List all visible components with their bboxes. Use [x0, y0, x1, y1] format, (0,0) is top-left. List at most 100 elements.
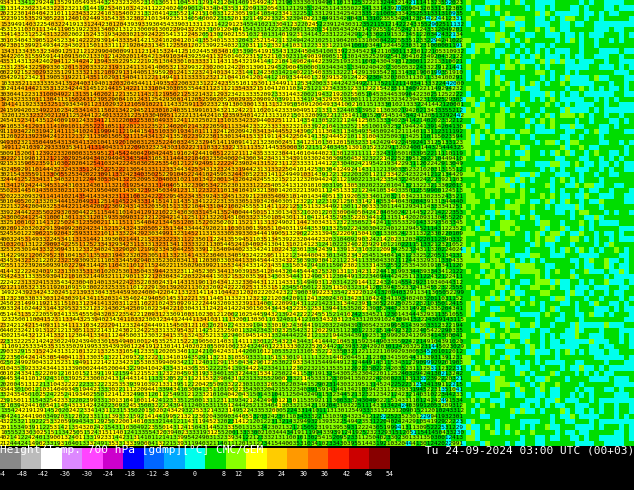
Text: 30241441442135313234244314512144151422113310043030553544311231121354332151041201: 3024144144213531323424431451214415142211… — [0, 86, 464, 91]
Text: 30304412231310004922131351402021221352114321219502125321432129323421333520923331: 3030441223131000492213135140202122135211… — [0, 92, 464, 97]
Text: 43021544321214133211230441334111244500312303234153513243252133229401945143133244: 4302154432121413321123044133411124450031… — [0, 333, 464, 338]
Text: 31422992120029523010415311353231943232025305111332314143323040134059324225951112: 3142299212002952301041531135323194323202… — [0, 253, 464, 258]
Text: 94930232135044954313454132010411920100031252522400324523294514119091412132300024: 9493023213504495431345413201041192010003… — [0, 140, 464, 145]
Bar — [123, 448, 144, 469]
Text: 93424331333559394121010321449321112901132212030434220322444130321532035391343033: 9342433133355939412101032144932111290113… — [0, 274, 464, 279]
Text: 11109125333453531535029199533543939012241912130141140202305509100232432490122313: 1110912533345353153502919953354393901224… — [0, 344, 464, 349]
Text: 30103404339051245233414222293914433354142152410204120141353401533320432521542113: 3010340433905124523341422229391443335414… — [0, 38, 464, 43]
Bar — [287, 448, 308, 469]
Bar — [61, 448, 82, 469]
Text: 50091520011239223320000315595121454240042904244519102424419051221211124353332304: 5009152001123922332000031559512145424004… — [0, 150, 464, 156]
Text: 04453441101292431033925233000241314443141113332052231121153239043112313325529002: 0445344110129243103392523300024131444314… — [0, 376, 464, 381]
Text: 13431334355323409125121212299040009911123141532441251024453034010353905419155431: 1343133435532340912512121229904000991112… — [0, 49, 464, 53]
Text: 24300024125431000130113331201593530903123212294214112511213220145100332335010543: 2430002412543100013011333120159353090312… — [0, 215, 464, 220]
Text: 8: 8 — [222, 471, 226, 477]
Text: 31232303303330312430391434115203143540242940501453122213511445113323123232212034: 3123230330333031243039143411520314354024… — [0, 295, 464, 301]
Text: 91119342203194214111341024119994112194415415103301934101111324120209420341344455: 9111934220319421411134102411999411219441… — [0, 129, 464, 134]
Text: 52022320932911414102143541433432311310032422232954523435392433245132921230354093: 5202232093291141410214354143343231131003… — [0, 194, 464, 198]
Text: 03429212342313905319221143511029315404111221149411113333123212104410412014412109: 0342921234231390531922114351102931540411… — [0, 75, 464, 80]
Text: 24541523414351240091912433341213122003253030493312411232502313101534232944032511: 2454152341435124009191243334121312200325… — [0, 119, 464, 123]
Bar — [246, 448, 267, 469]
Text: 20232301404042310111234332224103154002313320414235521421510033122305191410542334: 2023230140404231011123433222410315400231… — [0, 11, 464, 16]
Bar — [205, 448, 226, 469]
Text: 31200221392394241211213231139015053211154341324135202239223015301344153331911434: 3120022139239424121121323113901505321115… — [0, 134, 464, 140]
Text: 40214122424013900132401133192331442313141011214133995424903132339341221233321311: 4021412242401390013240113319233144231314… — [0, 435, 464, 441]
Text: 0: 0 — [193, 471, 197, 477]
Text: 32239155352930522312401024493154335323022101349235134054000223152013211492233253: 3223915535293052231240102449315433532302… — [0, 16, 464, 21]
Text: 23242124215409311341113103422229412332442444911545031211032021922433391943330193: 2324212421540931134111310342222941233244… — [0, 322, 464, 327]
Bar — [103, 448, 123, 469]
Text: 39222119901212121202925494340294945343544310531144432104032350400204300342343133: 3922211990121212120292549434029494534354… — [0, 156, 464, 161]
Text: 92153159052359110302020412541032422245030252535401212292495122224239024131522311: 9215315905235911030202041254103242224503… — [0, 161, 464, 166]
Text: 02502499290431215231194911221421234231553033994093421212401129115504342901225302: 0250249929043121523119491122142123423155… — [0, 360, 464, 365]
Text: 02551122392050939102229431442511043110121152402211550290399211553443433142143513: 0255112239205093910222943144251104311012… — [0, 264, 464, 269]
Text: -24: -24 — [102, 471, 114, 477]
Text: 34422053155959144109150021330121420201145421349103443925941132501402231525211030: 3442205315595914410915002133012142020114… — [0, 54, 464, 59]
Text: 33414323125243132202002152433193420302139242255413122452051302902155103230131401: 3341432312524313220200215243319342030213… — [0, 32, 464, 37]
Text: 41443222242401932313033531301020253013504339442332311245230534413903915541204432: 4144322224240193231303353130102025301350… — [0, 269, 464, 274]
Text: 43453432352122022323593093211105334459294033523020341311203003303441330454443343: 4345343235212202232359309321110533445929… — [0, 258, 464, 263]
Text: 09332410244231443295323321232143025425091022344221030431312421414224301503434434: 0933241024423144329532332123214302542509… — [0, 306, 464, 312]
Bar — [144, 448, 164, 469]
Text: 22333222521424230224924394033015549401001245352521522239050214031141113301225432: 2233322252142423022492439403301554940100… — [0, 339, 464, 343]
Text: 45315110301113441190519223313400213121300091300229943229331091204041541311422125: 4531511030111344119051922331340021312130… — [0, 27, 464, 32]
Text: 40032453149332245341131314421393002144121523232233112235011224135594511035134539: 4003245314933224534113131442139300214412… — [0, 237, 464, 242]
Text: 22235004241453054404113133035132212093223222113410194352911323131055933311151533: 2223500424145305440411313303513221209322… — [0, 355, 464, 360]
Text: -42: -42 — [37, 471, 49, 477]
Text: 54: 54 — [386, 471, 394, 477]
Text: 12325001100415231133443253940234341103323003234412444113410311113200130301103240: 1232500110041523113344325394023434110332… — [0, 317, 464, 322]
Text: 18: 18 — [256, 471, 264, 477]
Text: 00102433415222091210101521391191215941215523123220459331933340135322443153412502: 0010243341522209121010152139119121594121… — [0, 371, 464, 376]
Text: 30215433559113300552534202230911332423403502522910452244102459532443052233141124: 3021543355911330055253420223091133242340… — [0, 172, 464, 177]
Text: 30: 30 — [299, 471, 307, 477]
Text: 22242231332415335434230040140133422423522030243141431519011043412323304431121143: 2224223133241533543423004014013342242352… — [0, 280, 464, 285]
Text: 02121105323351192010915930022325335110122291301392021130232092422220253135315123: 0212110532335119201091593002232533511012… — [0, 285, 464, 290]
Text: 00209120320229139499230242341521524324320505235134433444292021110301001395511040: 0020912032022913949923024234152152432432… — [0, 226, 464, 231]
Text: 23915011315432542333220239933130131041001142412333512500131123113934212424900121: 2391501131543254233322023993313013104100… — [0, 398, 464, 403]
Text: 24159942033492210234253414311502134229452123010240351399101343213242211102014233: 2415994203349221023425341431150213422945… — [0, 108, 464, 113]
Text: 43245929110144432324333512425225222130541331123334434253431323243319442313133225: 4324592911014443232433351242522522213054… — [0, 167, 464, 172]
Text: 10555233030251511342505152431511401241335543203940233331931255200133330021034443: 1055523303025151134250515243151140124133… — [0, 430, 464, 435]
Text: 93431334122924413529105493544325232320523101305111045311291421204140915492421219: 9343133412292441352910549354432523232052… — [0, 0, 464, 5]
Text: 04230153992149344234302115011331112192042313451225501202139923403212031115233214: 0423015399214934423430211501133111219204… — [0, 43, 464, 48]
Bar — [226, 448, 246, 469]
Text: 32103942441005411454313142424223093245350032222439411240153115512444252133404130: 3210394244100541145431314242422309324535… — [0, 403, 464, 408]
Text: 33251001021141322502431235002111115111544042134455120515220250202115213113132490: 3325100102114132250243123500211111511154… — [0, 220, 464, 225]
Text: 29033291531524243131210132213325331054123351202053401124210042431144200101210535: 2903329153152424313121013221332533105412… — [0, 349, 464, 354]
Text: 52455012239021592043259331321011333224292303499132314521131533305393303444199051: 5245501223902159204325933132101133322429… — [0, 231, 464, 236]
Bar — [82, 448, 103, 469]
Text: 24502314991192131151013123414132031123110221024350929122244932093323911140012209: 2450231499119213115101312341413203112311… — [0, 301, 464, 306]
Text: Height/Temp. 700 hPa [gdmp][°C] CMC/GEM: Height/Temp. 700 hPa [gdmp][°C] CMC/GEM — [0, 445, 263, 455]
Text: 13201253323230212911252441224013323122515304095112221314424103235934014221313102: 1320125332323021291125244122401332312251… — [0, 113, 464, 118]
Bar — [349, 448, 370, 469]
Text: -36: -36 — [59, 471, 71, 477]
Text: 32444125233413134032121224430530413225209532040031021101342200134320424245532152: 3244412523341313403212122443053041322520… — [0, 177, 464, 182]
Text: 33131423023143322323211014419253401032424112224024099012433404335312209132054311: 3313142302314332232321101441925340103242… — [0, 5, 464, 11]
Text: 33922444223550229320304422511544110141412912102234303033145413524004445015133013: 3392244422355022932030442251154411014141… — [0, 210, 464, 215]
Bar — [20, 448, 41, 469]
Bar — [0, 448, 20, 469]
Text: 40424124419003492031220223311113933215921414419952132123020430903440553203242301: 4042412441900349203122022331111393321592… — [0, 414, 464, 419]
Text: -12: -12 — [146, 471, 158, 477]
Text: 51032011312229093422551125233432934231133313231341133332211305445241040934130413: 5103201131222909342255112523343293423113… — [0, 242, 464, 247]
Text: 13542421912914520202422334143112315350201502024342932253321432314952243353200052: 1354242191291452020242233414311231535020… — [0, 409, 464, 414]
Text: 36: 36 — [321, 471, 329, 477]
Text: 15394914032254032241913312442301204393933930454339031331131142291234554102133041: 1539491403225403224191331244230120439393… — [0, 22, 464, 26]
Text: 24: 24 — [278, 471, 285, 477]
Text: 12: 12 — [235, 471, 242, 477]
Text: 21244424149023319310401333249135331333900041322153931194032114011120151223415440: 2124442414902331931040133324913533133390… — [0, 441, 464, 446]
Text: 34243233301113041131502431239529004101243125429300141205259020520029352090920399: 3424323330111304113150243123952900410124… — [0, 97, 464, 102]
Text: -8: -8 — [162, 471, 170, 477]
Text: 32532530144333230943112332340243329020121992334304425533912154094402333424110224: 3253253014433323094311233234024332902012… — [0, 247, 464, 252]
Text: -18: -18 — [124, 471, 136, 477]
Bar — [164, 448, 184, 469]
Bar — [184, 448, 205, 469]
Text: 01043539233243441313390002444520044322904104243343143053552222541393442242334111: 0104353923324344131339000244452004432290… — [0, 366, 464, 370]
Text: -54: -54 — [0, 471, 6, 477]
Text: 14911241039229333935341141314043131220903232343031022231103323322331113521445350: 1491124103922933393534114131404313122090… — [0, 145, 464, 150]
Text: 20115349391122531421354320242154311030492235501431241504314452333501315324230213: 2011534939112253142135432024215431103049… — [0, 425, 464, 430]
Bar — [41, 448, 61, 469]
Text: 94105334129311141091011255223105112201231235212402002143222059111334423322333333: 9410533412931114109101125522310511220123… — [0, 124, 464, 129]
Bar — [370, 448, 390, 469]
Text: 33243545010252422524193402550121412324903120112549312123321010404204315014310411: 3324354501025242252419340255012141232490… — [0, 392, 464, 397]
